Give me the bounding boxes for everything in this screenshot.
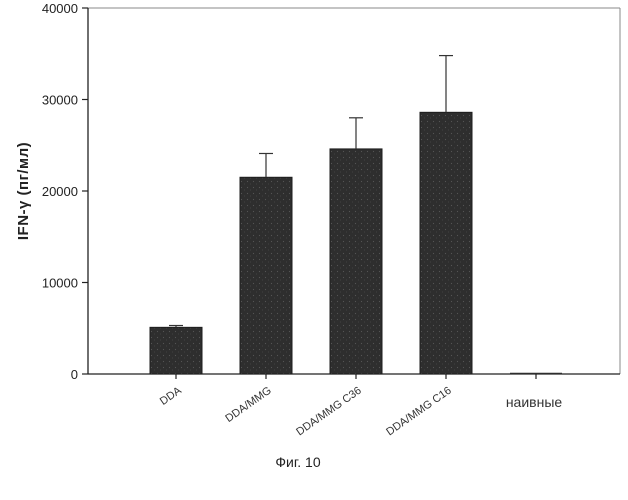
y-tick-label: 40000: [42, 1, 78, 16]
bar: [330, 149, 382, 374]
y-tick-label: 0: [71, 367, 78, 382]
bar: [240, 177, 292, 374]
bar: [420, 112, 472, 374]
x-tick-label: DDA: [158, 384, 184, 408]
x-ticks: DDA DDA/MMG DDA/MMG C36 DDA/MMG C16 наивные: [158, 374, 563, 438]
y-tick-label: 30000: [42, 93, 78, 108]
y-ticks: 0 10000 20000 30000 40000: [42, 1, 88, 382]
x-tick-label: DDA/MMG C36: [294, 385, 363, 439]
error-bars: [169, 56, 453, 328]
bar: [150, 327, 202, 374]
y-axis-label: IFN-γ (пг/мл): [15, 142, 32, 240]
figure-caption: Фиг. 10: [275, 454, 320, 470]
y-tick-label: 10000: [42, 276, 78, 291]
x-tick-label: наивные: [506, 394, 563, 410]
y-tick-label: 20000: [42, 184, 78, 199]
x-tick-label: DDA/MMG C16: [384, 385, 453, 439]
x-tick-label: DDA/MMG: [223, 385, 273, 425]
bars: [150, 112, 562, 374]
